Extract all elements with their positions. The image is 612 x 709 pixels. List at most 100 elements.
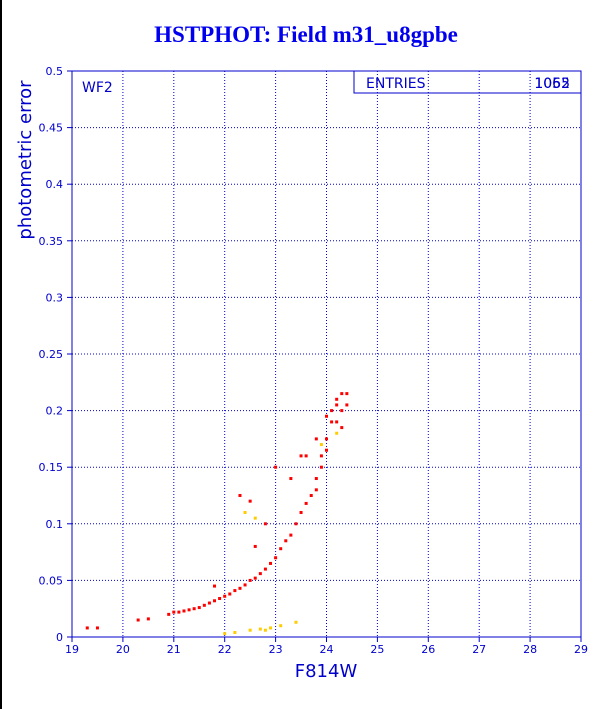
y-tick-label: 0.35 (39, 235, 64, 248)
data-point (223, 632, 227, 636)
data-point (289, 477, 293, 481)
data-point (192, 607, 196, 611)
data-point (314, 437, 318, 441)
data-point (340, 409, 344, 413)
data-point (330, 420, 334, 424)
y-tick-label: 0.1 (46, 518, 64, 531)
panel-label: WF2 (82, 80, 113, 96)
data-point (258, 572, 262, 576)
data-point (314, 477, 318, 481)
x-tick-label: 19 (65, 643, 79, 656)
data-point (335, 431, 339, 435)
x-tick-label: 24 (320, 643, 334, 656)
x-tick-labels: 19 20 21 22 23 24 25 26 27 28 29 (65, 637, 588, 656)
data-point (202, 603, 206, 607)
data-point (330, 409, 334, 413)
data-point (299, 510, 303, 514)
stats-entries-label: ENTRIES (366, 76, 426, 92)
data-point (238, 586, 242, 590)
data-point (319, 465, 323, 469)
x-tick-label: 23 (269, 643, 283, 656)
data-point (294, 620, 298, 624)
data-point (136, 618, 140, 622)
x-tick-label: 22 (218, 643, 232, 656)
data-point (284, 539, 288, 543)
x-tick-label: 21 (167, 643, 181, 656)
stats-entries-value-overprint: 1065 (534, 76, 570, 92)
data-point (233, 630, 237, 634)
y-tick-label: 0.15 (39, 461, 64, 474)
data-point (243, 583, 247, 587)
data-point (238, 494, 242, 497)
data-point (304, 501, 308, 505)
data-point (253, 544, 257, 548)
stats-entries-value: 1052 (534, 76, 570, 92)
y-tick-label: 0 (56, 631, 63, 644)
data-point (172, 610, 176, 614)
data-point (299, 454, 303, 458)
data-point (182, 609, 186, 613)
data-point (294, 522, 298, 526)
data-point (289, 533, 293, 537)
data-point (197, 606, 201, 610)
data-point (95, 626, 99, 630)
data-point (335, 420, 339, 424)
x-tick-label: 29 (574, 643, 588, 656)
x-tick-label: 25 (370, 643, 384, 656)
data-point (263, 567, 267, 571)
x-tick-label: 27 (472, 643, 486, 656)
data-point (269, 561, 273, 565)
data-point (263, 522, 267, 526)
data-point (279, 547, 283, 551)
data-point (335, 397, 339, 401)
data-point (167, 612, 171, 616)
data-point (213, 599, 217, 603)
data-point (218, 597, 222, 601)
data-point (177, 610, 181, 614)
data-point (248, 578, 252, 582)
data-point (263, 628, 267, 632)
data-point (248, 499, 252, 503)
x-tick-label: 20 (116, 643, 130, 656)
data-point (223, 594, 227, 598)
data-point (314, 488, 318, 492)
data-point (345, 392, 349, 396)
data-point (228, 592, 232, 596)
grid-lines (71, 70, 582, 638)
data-point (207, 601, 211, 605)
data-point (304, 454, 308, 458)
y-tick-label: 0.3 (46, 291, 64, 304)
y-axis-label: photometric error (15, 80, 36, 240)
data-point (269, 626, 273, 630)
data-point (253, 576, 257, 580)
data-point (340, 392, 344, 396)
y-tick-label: 0.5 (46, 65, 64, 78)
data-point (325, 414, 328, 418)
data-point (187, 608, 191, 612)
data-point (325, 448, 328, 452)
y-tick-label: 0.4 (46, 178, 64, 191)
data-point (345, 403, 349, 407)
data-point (335, 403, 339, 407)
data-point (319, 454, 323, 458)
data-point (85, 626, 89, 630)
y-tick-label: 0.45 (39, 122, 64, 135)
data-point (213, 584, 217, 588)
y-tick-label: 0.05 (39, 574, 64, 587)
data-point (243, 510, 247, 514)
data-point (274, 556, 278, 560)
data-point (309, 494, 313, 497)
y-tick-label: 0.2 (46, 405, 64, 418)
data-point (258, 627, 262, 631)
data-point (248, 628, 252, 632)
x-axis-label: F814W (295, 661, 358, 682)
x-tick-label: 26 (421, 643, 435, 656)
stats-box (353, 70, 582, 94)
x-tick-label: 28 (523, 643, 537, 656)
data-point (274, 465, 278, 469)
data-point (319, 443, 323, 447)
y-tick-label: 0.25 (39, 348, 64, 361)
data-point (253, 516, 257, 520)
